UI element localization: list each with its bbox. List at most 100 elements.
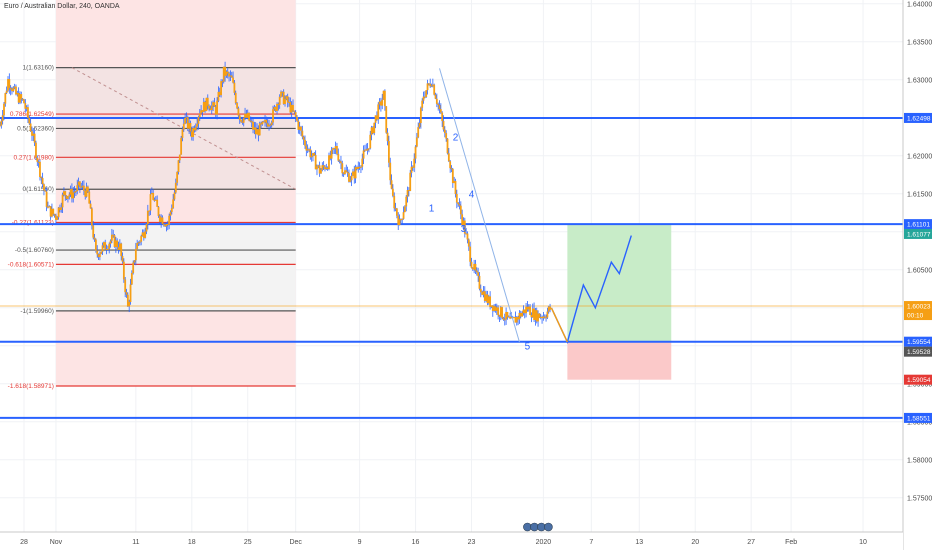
candle-body bbox=[79, 181, 81, 187]
candle-body bbox=[261, 121, 264, 125]
candle-body bbox=[234, 92, 237, 104]
candle-body bbox=[148, 210, 151, 212]
candle-body bbox=[338, 160, 341, 162]
candle-body bbox=[485, 294, 488, 301]
candle-body bbox=[57, 207, 60, 218]
candle-body bbox=[357, 166, 360, 169]
candle-body bbox=[133, 260, 136, 263]
candle-body bbox=[274, 106, 277, 111]
candle-body bbox=[85, 186, 88, 197]
candle-body bbox=[356, 167, 358, 169]
time-tick-label: 7 bbox=[589, 539, 593, 546]
time-tick-label: 18 bbox=[188, 539, 196, 546]
candle-body bbox=[93, 237, 96, 240]
target-zone bbox=[567, 224, 672, 342]
price-badge bbox=[904, 346, 932, 357]
wave-label: 5 bbox=[525, 342, 531, 353]
candle-body bbox=[538, 313, 541, 318]
candle-body bbox=[542, 316, 545, 319]
candle-body bbox=[377, 104, 380, 120]
candle-body bbox=[113, 235, 116, 247]
candle-body bbox=[285, 96, 288, 100]
candle-body bbox=[406, 190, 409, 197]
candle-body bbox=[483, 291, 486, 301]
candle-body bbox=[321, 165, 324, 170]
candle-body bbox=[216, 100, 218, 115]
candle-body bbox=[332, 148, 334, 150]
candle-body bbox=[431, 84, 434, 86]
candle-body bbox=[265, 119, 268, 124]
candle-body bbox=[176, 172, 179, 183]
price-tick-label: 1.61500 bbox=[907, 191, 932, 198]
candle-body bbox=[21, 98, 24, 100]
candle-body bbox=[12, 87, 15, 92]
candle-body bbox=[288, 101, 290, 103]
candle-body bbox=[407, 190, 410, 192]
candle-body bbox=[241, 121, 244, 123]
candle-body bbox=[301, 130, 304, 137]
candle-body bbox=[4, 93, 7, 104]
candle-body bbox=[280, 91, 282, 97]
candle-body bbox=[497, 307, 500, 316]
fib-level-label: 0.27(1.61980) bbox=[13, 154, 53, 161]
candle-body bbox=[17, 92, 20, 103]
candle-body bbox=[435, 98, 438, 104]
candle-body bbox=[109, 240, 112, 244]
candle-body bbox=[104, 242, 107, 250]
fib-level-label: -0.618(1.60571) bbox=[8, 261, 54, 268]
price-tick-label: 1.59000 bbox=[907, 381, 932, 388]
candle-body bbox=[214, 106, 217, 115]
candle-body bbox=[514, 317, 517, 323]
candle-body bbox=[178, 154, 181, 161]
price-tick-label: 1.58000 bbox=[907, 457, 932, 464]
candle-body bbox=[340, 161, 342, 164]
candle-body bbox=[153, 199, 156, 201]
candle-body bbox=[510, 317, 513, 319]
candle-body bbox=[117, 247, 120, 250]
candle-body bbox=[173, 192, 176, 200]
candle-body bbox=[266, 123, 269, 127]
candle-body bbox=[360, 166, 362, 168]
candle-body bbox=[326, 167, 329, 170]
candle-body bbox=[11, 89, 13, 92]
candle-body bbox=[385, 106, 388, 133]
candle-body bbox=[445, 133, 448, 139]
candle-body bbox=[491, 305, 494, 311]
candle-body bbox=[166, 223, 169, 225]
candle-body bbox=[312, 153, 314, 157]
fib-level-label: 0.5(1.62360) bbox=[17, 125, 54, 132]
time-tick-label: Dec bbox=[289, 539, 302, 546]
candle-body bbox=[72, 192, 75, 199]
candle-body bbox=[415, 137, 418, 147]
price-badge bbox=[904, 374, 932, 385]
candle-body bbox=[284, 99, 286, 105]
candle-body bbox=[84, 190, 87, 197]
candle-body bbox=[150, 192, 153, 195]
candle-body bbox=[230, 75, 233, 78]
candle-body bbox=[262, 121, 265, 123]
candle-body bbox=[543, 316, 546, 318]
price-badge bbox=[904, 112, 932, 123]
candle-body bbox=[309, 149, 312, 158]
price-badge-label: 1.58551 bbox=[907, 415, 931, 422]
candle-body bbox=[425, 90, 428, 97]
candle-body bbox=[160, 217, 163, 222]
candle-body bbox=[125, 292, 128, 295]
candle-body bbox=[63, 191, 65, 195]
candle-body bbox=[527, 306, 530, 310]
candle-body bbox=[378, 101, 381, 105]
wave-label: 4 bbox=[469, 190, 475, 201]
candle-body bbox=[324, 166, 326, 170]
candle-body bbox=[529, 306, 531, 316]
candle-body bbox=[430, 85, 433, 87]
candle-body bbox=[294, 112, 297, 117]
stop-zone bbox=[567, 341, 672, 380]
time-tick-label: 25 bbox=[244, 539, 252, 546]
candle-body bbox=[76, 185, 79, 192]
candle-body bbox=[220, 81, 222, 96]
candle-body bbox=[25, 107, 28, 109]
candle-body bbox=[29, 123, 32, 132]
time-tick-label: 27 bbox=[747, 539, 755, 546]
candle-body bbox=[252, 121, 254, 130]
